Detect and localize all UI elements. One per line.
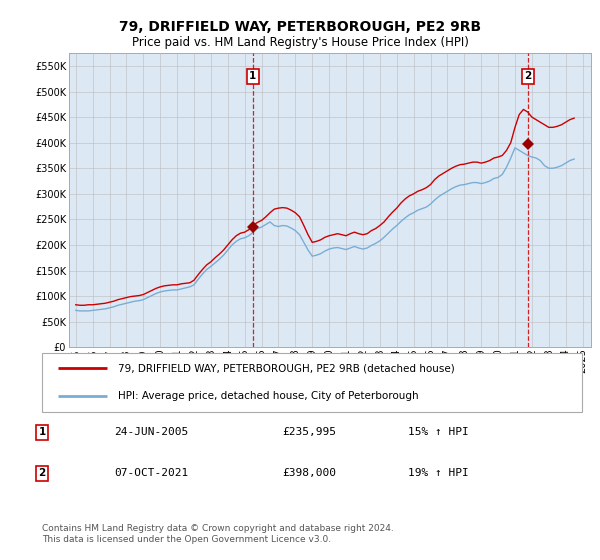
Text: HPI: Average price, detached house, City of Peterborough: HPI: Average price, detached house, City… xyxy=(118,391,418,402)
Text: Contains HM Land Registry data © Crown copyright and database right 2024.
This d: Contains HM Land Registry data © Crown c… xyxy=(42,524,394,544)
Text: £235,995: £235,995 xyxy=(282,427,336,437)
Text: 79, DRIFFIELD WAY, PETERBOROUGH, PE2 9RB: 79, DRIFFIELD WAY, PETERBOROUGH, PE2 9RB xyxy=(119,20,481,34)
Text: 1: 1 xyxy=(249,71,256,81)
Text: 07-OCT-2021: 07-OCT-2021 xyxy=(114,468,188,478)
Text: 2: 2 xyxy=(524,71,532,81)
Text: Price paid vs. HM Land Registry's House Price Index (HPI): Price paid vs. HM Land Registry's House … xyxy=(131,36,469,49)
FancyBboxPatch shape xyxy=(42,353,582,412)
Text: 1: 1 xyxy=(38,427,46,437)
Text: £398,000: £398,000 xyxy=(282,468,336,478)
Text: 79, DRIFFIELD WAY, PETERBOROUGH, PE2 9RB (detached house): 79, DRIFFIELD WAY, PETERBOROUGH, PE2 9RB… xyxy=(118,363,454,373)
Text: 2: 2 xyxy=(38,468,46,478)
Text: 19% ↑ HPI: 19% ↑ HPI xyxy=(408,468,469,478)
Text: 15% ↑ HPI: 15% ↑ HPI xyxy=(408,427,469,437)
Text: 24-JUN-2005: 24-JUN-2005 xyxy=(114,427,188,437)
